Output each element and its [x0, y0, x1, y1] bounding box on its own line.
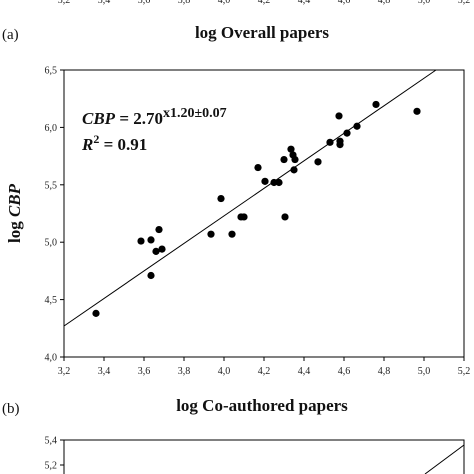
data-point	[155, 225, 163, 234]
data-point	[240, 213, 248, 221]
data-point	[137, 237, 145, 245]
x-tick-label: 3,4	[98, 0, 111, 6]
y-axis-label-part: log	[5, 217, 24, 243]
y-tick-label: 4,5	[45, 295, 58, 306]
data-point	[287, 145, 295, 153]
data-point	[270, 178, 278, 187]
y-tick-label: 6,5	[45, 66, 58, 77]
data-point	[413, 107, 421, 115]
data-point	[335, 112, 343, 120]
x-tick-label: 4,0	[218, 366, 231, 377]
plot-frame	[63, 439, 465, 474]
x-tick-label: 5,0	[418, 0, 431, 6]
x-tick-label: 5,2	[458, 0, 471, 6]
data-point	[261, 177, 269, 185]
data-point	[343, 129, 351, 137]
y-tick-label: 6,0	[45, 123, 58, 134]
x-tick-label: 3,2	[58, 366, 71, 377]
annotation-part: 2	[93, 132, 99, 146]
data-point	[92, 309, 100, 317]
y-tick-label: 5,0	[45, 238, 58, 249]
data-point	[280, 155, 288, 164]
annotation-part: = 0.91	[99, 135, 147, 154]
data-point	[336, 141, 344, 149]
y-axis-label: log CBP	[5, 183, 24, 243]
data-point	[275, 178, 283, 187]
x-tick-label: 3,6	[138, 0, 151, 6]
x-tick-label: 5,0	[418, 366, 431, 377]
data-point	[372, 100, 380, 109]
data-point	[326, 138, 334, 146]
y-tick-label: 5,5	[45, 180, 58, 191]
data-point	[147, 236, 155, 244]
x-axis-label: log Co-authored papers	[176, 396, 348, 415]
x-tick-label: 3,6	[138, 366, 151, 377]
data-point	[158, 245, 166, 253]
annotation-part: x1.20±0.07	[163, 106, 227, 121]
annotation: CBP = 2.70x1.20±0.07	[82, 106, 227, 128]
x-tick-label: 4,8	[378, 366, 391, 377]
fit-line	[424, 444, 465, 474]
x-tick-label: 4,6	[338, 366, 351, 377]
data-point	[152, 247, 160, 255]
x-axis-label: log Overall papers	[195, 23, 329, 42]
x-tick-label: 4,2	[258, 366, 271, 377]
data-point	[314, 158, 322, 166]
annotation-part: CBP	[82, 109, 116, 128]
data-point	[281, 213, 289, 221]
x-tick-label: 4,4	[298, 366, 311, 377]
data-point	[147, 271, 155, 280]
annotation: R2 = 0.91	[81, 132, 147, 154]
data-point	[290, 166, 298, 174]
annotation-part: R	[81, 135, 93, 154]
x-tick-label: 5,2	[458, 366, 471, 377]
x-tick-label: 4,8	[378, 0, 391, 6]
x-tick-label: 4,4	[298, 0, 311, 6]
x-tick-label: 4,2	[258, 0, 271, 6]
x-tick-label: 3,8	[178, 0, 191, 6]
data-point	[207, 230, 215, 238]
fit-line	[63, 69, 437, 327]
x-tick-label: 3,2	[58, 0, 71, 6]
x-tick-label: 4,6	[338, 0, 351, 6]
annotation-part: = 2.70	[115, 109, 163, 128]
x-tick-label: 3,4	[98, 366, 111, 377]
y-tick-label: 5,4	[45, 436, 58, 447]
data-point	[353, 122, 361, 130]
y-tick-label: 5,2	[45, 461, 58, 472]
panel-label: (a)	[2, 27, 19, 43]
data-point	[228, 230, 236, 238]
data-point	[254, 163, 262, 172]
x-tick-label: 4,0	[218, 0, 231, 6]
panel-label: (b)	[2, 401, 20, 417]
x-tick-label: 3,8	[178, 366, 191, 377]
data-point	[291, 155, 299, 164]
data-point	[217, 194, 225, 203]
y-tick-label: 4,0	[45, 353, 58, 364]
y-axis-label-part: CBP	[5, 183, 24, 217]
